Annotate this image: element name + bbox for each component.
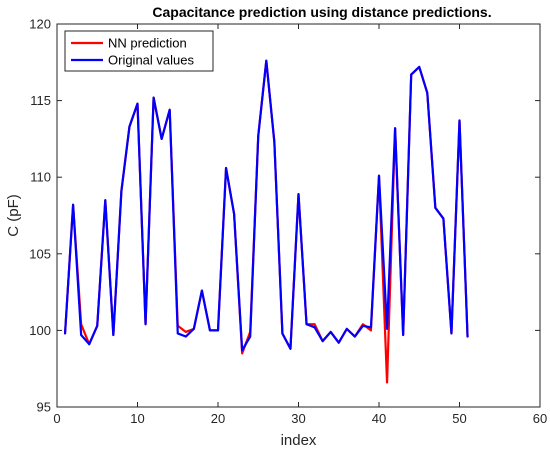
x-tick-label: 0	[53, 411, 60, 426]
chart-title: Capacitance prediction using distance pr…	[152, 4, 491, 20]
x-tick-label: 40	[372, 411, 386, 426]
y-tick-label: 100	[29, 323, 51, 338]
series-line-1	[63, 59, 469, 352]
y-axis-label: C (pF)	[5, 194, 22, 237]
y-tick-label: 115	[30, 93, 51, 108]
x-tick-label: 50	[452, 411, 466, 426]
plot-area	[56, 23, 541, 408]
x-tick-label: 60	[533, 411, 547, 426]
series-layer	[63, 59, 469, 384]
x-axis-label: index	[281, 432, 317, 449]
legend-label-nn-prediction: NN prediction	[108, 36, 187, 51]
y-tick-label: 110	[30, 170, 51, 185]
legend: NN prediction Original values	[64, 30, 214, 72]
x-tick-label: 30	[291, 411, 305, 426]
x-tick-label: 10	[130, 411, 144, 426]
x-tick-label: 20	[211, 411, 225, 426]
legend-label-original-values: Original values	[108, 53, 194, 68]
y-axis: 95 100 105 110 115 120	[29, 17, 540, 415]
y-tick-label: 105	[29, 246, 51, 261]
legend-box	[64, 30, 214, 72]
y-tick-label: 120	[29, 17, 51, 32]
x-axis: 0 10 20 30 40 50 60	[53, 24, 547, 426]
y-tick-label: 95	[37, 400, 51, 415]
